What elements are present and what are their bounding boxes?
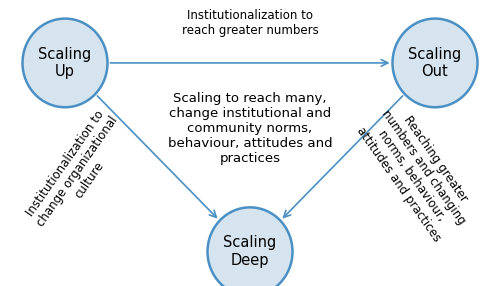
Text: Institutionalization to
reach greater numbers: Institutionalization to reach greater nu…: [182, 9, 318, 37]
Text: Scaling
Out: Scaling Out: [408, 47, 462, 79]
Text: Reaching greater
numbers and changing
norms, behaviour,
attitudes and practices: Reaching greater numbers and changing no…: [354, 99, 480, 244]
Text: Scaling
Up: Scaling Up: [38, 47, 92, 79]
Text: Scaling to reach many,
change institutional and
community norms,
behaviour, atti: Scaling to reach many, change institutio…: [168, 92, 332, 165]
Ellipse shape: [22, 19, 107, 107]
Text: Institutionalization to
change organizational
culture: Institutionalization to change organizat…: [22, 106, 133, 238]
Text: Scaling
Deep: Scaling Deep: [224, 235, 276, 268]
Ellipse shape: [392, 19, 478, 107]
Ellipse shape: [208, 207, 292, 286]
